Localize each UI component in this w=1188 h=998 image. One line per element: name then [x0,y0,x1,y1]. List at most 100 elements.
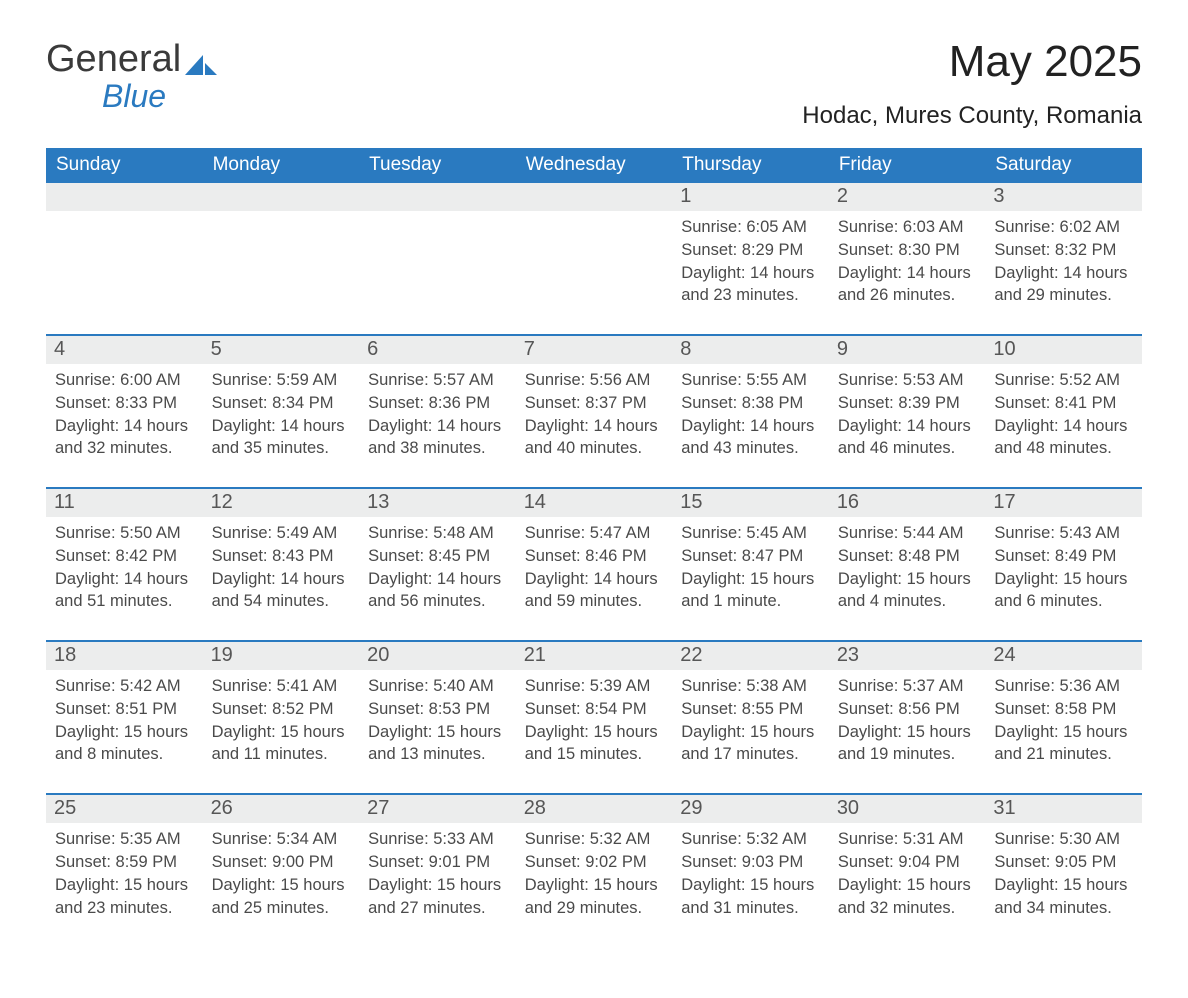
day-number: 24 [985,642,1142,670]
calendar-day-26: 26 [203,793,360,823]
day-info: Sunrise: 6:00 AMSunset: 8:33 PMDaylight:… [47,365,202,486]
calendar-day-7-info: Sunrise: 5:56 AMSunset: 8:37 PMDaylight:… [516,364,673,487]
sunrise: Sunrise: 5:34 AM [212,828,351,851]
day-number: 26 [203,795,360,823]
sunset: Sunset: 8:30 PM [838,239,977,262]
daylight: Daylight: 14 hours and 51 minutes. [55,568,194,614]
header: General Blue May 2025 Hodac, Mures Count… [46,40,1142,130]
calendar-day-19: 19 [203,640,360,670]
calendar-day-28-info: Sunrise: 5:32 AMSunset: 9:02 PMDaylight:… [516,823,673,938]
calendar-day-6-info: Sunrise: 5:57 AMSunset: 8:36 PMDaylight:… [359,364,516,487]
sunrise: Sunrise: 5:49 AM [212,522,351,545]
calendar-day-13-info: Sunrise: 5:48 AMSunset: 8:45 PMDaylight:… [359,517,516,640]
sunrise: Sunrise: 5:47 AM [525,522,664,545]
sunrise: Sunrise: 5:35 AM [55,828,194,851]
calendar-day-29: 29 [672,793,829,823]
sunrise: Sunrise: 5:45 AM [681,522,820,545]
calendar-day-8-info: Sunrise: 5:55 AMSunset: 8:38 PMDaylight:… [672,364,829,487]
daylight: Daylight: 14 hours and 32 minutes. [55,415,194,461]
day-number: 28 [516,795,673,823]
calendar-day-21-info: Sunrise: 5:39 AMSunset: 8:54 PMDaylight:… [516,670,673,793]
weekday-sunday: Sunday [46,148,203,183]
day-info: Sunrise: 5:42 AMSunset: 8:51 PMDaylight:… [47,671,202,792]
daylight: Daylight: 14 hours and 59 minutes. [525,568,664,614]
sunrise: Sunrise: 5:39 AM [525,675,664,698]
daylight: Daylight: 15 hours and 23 minutes. [55,874,194,920]
sunset: Sunset: 8:56 PM [838,698,977,721]
calendar-day-16-info: Sunrise: 5:44 AMSunset: 8:48 PMDaylight:… [829,517,986,640]
day-number: 5 [203,336,360,364]
month-year: May 2025 [802,40,1142,84]
day-number: 16 [829,489,986,517]
day-number: 21 [516,642,673,670]
calendar-day-24-info: Sunrise: 5:36 AMSunset: 8:58 PMDaylight:… [985,670,1142,793]
daylight: Daylight: 15 hours and 13 minutes. [368,721,507,767]
location: Hodac, Mures County, Romania [802,102,1142,130]
sunrise: Sunrise: 5:37 AM [838,675,977,698]
calendar-day-31-info: Sunrise: 5:30 AMSunset: 9:05 PMDaylight:… [985,823,1142,938]
day-number: 2 [829,183,986,211]
calendar-day-14-info: Sunrise: 5:47 AMSunset: 8:46 PMDaylight:… [516,517,673,640]
day-number: 15 [672,489,829,517]
calendar-day-15: 15 [672,487,829,517]
day-info: Sunrise: 5:36 AMSunset: 8:58 PMDaylight:… [986,671,1141,792]
calendar-day-30-info: Sunrise: 5:31 AMSunset: 9:04 PMDaylight:… [829,823,986,938]
sunset: Sunset: 9:03 PM [681,851,820,874]
sunset: Sunset: 8:52 PM [212,698,351,721]
sunset: Sunset: 8:39 PM [838,392,977,415]
calendar-day-11-info: Sunrise: 5:50 AMSunset: 8:42 PMDaylight:… [46,517,203,640]
day-number: 10 [985,336,1142,364]
sunrise: Sunrise: 5:44 AM [838,522,977,545]
day-info: Sunrise: 6:05 AMSunset: 8:29 PMDaylight:… [673,212,828,333]
day-number: 17 [985,489,1142,517]
sunset: Sunset: 8:45 PM [368,545,507,568]
day-info: Sunrise: 5:37 AMSunset: 8:56 PMDaylight:… [830,671,985,792]
day-number: 20 [359,642,516,670]
calendar-day-23: 23 [829,640,986,670]
daylight: Daylight: 15 hours and 1 minute. [681,568,820,614]
calendar-day-10: 10 [985,334,1142,364]
day-info: Sunrise: 5:32 AMSunset: 9:02 PMDaylight:… [517,824,672,937]
weekday-wednesday: Wednesday [516,148,673,183]
calendar-day-29-info: Sunrise: 5:32 AMSunset: 9:03 PMDaylight:… [672,823,829,938]
sunrise: Sunrise: 6:02 AM [994,216,1133,239]
sunset: Sunset: 9:02 PM [525,851,664,874]
day-number: 6 [359,336,516,364]
calendar-day-4: 4 [46,334,203,364]
calendar-day-18: 18 [46,640,203,670]
calendar-day-3: 3 [985,183,1142,211]
sunset: Sunset: 8:34 PM [212,392,351,415]
calendar-day-17-info: Sunrise: 5:43 AMSunset: 8:49 PMDaylight:… [985,517,1142,640]
sunset: Sunset: 8:59 PM [55,851,194,874]
calendar-body: 123 Sunrise: 6:05 AMSunset: 8:29 PMDayli… [46,183,1142,938]
day-info: Sunrise: 5:56 AMSunset: 8:37 PMDaylight:… [517,365,672,486]
calendar-day-9: 9 [829,334,986,364]
calendar-day-27-info: Sunrise: 5:33 AMSunset: 9:01 PMDaylight:… [359,823,516,938]
sunset: Sunset: 8:58 PM [994,698,1133,721]
calendar-day-27: 27 [359,793,516,823]
day-number: 13 [359,489,516,517]
daylight: Daylight: 14 hours and 26 minutes. [838,262,977,308]
sunrise: Sunrise: 5:42 AM [55,675,194,698]
day-info: Sunrise: 6:02 AMSunset: 8:32 PMDaylight:… [986,212,1141,333]
sunset: Sunset: 8:53 PM [368,698,507,721]
daylight: Daylight: 15 hours and 8 minutes. [55,721,194,767]
day-info: Sunrise: 5:55 AMSunset: 8:38 PMDaylight:… [673,365,828,486]
day-info: Sunrise: 5:44 AMSunset: 8:48 PMDaylight:… [830,518,985,639]
weekday-header-row: SundayMondayTuesdayWednesdayThursdayFrid… [46,148,1142,183]
calendar-day-13: 13 [359,487,516,517]
sunrise: Sunrise: 5:30 AM [994,828,1133,851]
daylight: Daylight: 15 hours and 19 minutes. [838,721,977,767]
calendar-day-12-info: Sunrise: 5:49 AMSunset: 8:43 PMDaylight:… [203,517,360,640]
day-info: Sunrise: 5:34 AMSunset: 9:00 PMDaylight:… [204,824,359,937]
daylight: Daylight: 14 hours and 35 minutes. [212,415,351,461]
brand-general: General [46,38,181,80]
sunset: Sunset: 8:29 PM [681,239,820,262]
empty-cell [359,183,516,211]
day-info: Sunrise: 5:35 AMSunset: 8:59 PMDaylight:… [47,824,202,937]
daylight: Daylight: 14 hours and 43 minutes. [681,415,820,461]
empty-cell [203,211,360,334]
sunrise: Sunrise: 6:03 AM [838,216,977,239]
calendar-day-8: 8 [672,334,829,364]
weekday-friday: Friday [829,148,986,183]
